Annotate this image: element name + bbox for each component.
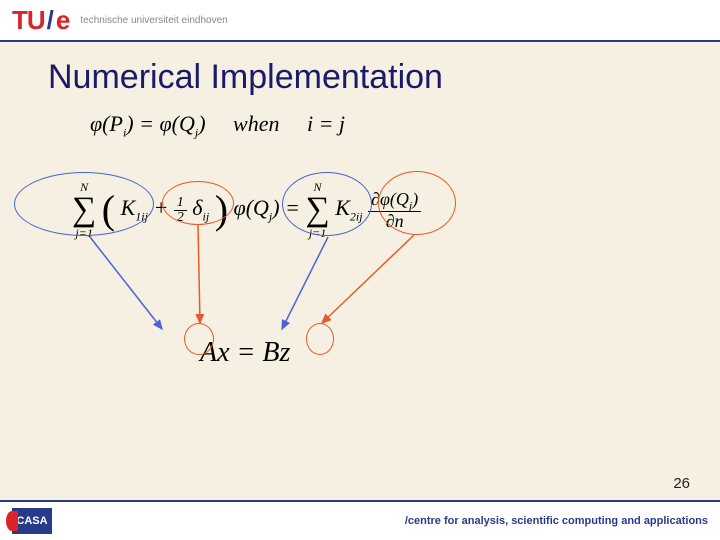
header-bar: TU / e technische universiteit eindhoven [0, 0, 720, 42]
page-number: 26 [673, 475, 690, 492]
annotation-oval [282, 172, 372, 236]
eq-phi-p: φ(P [90, 111, 123, 136]
tue-logo: TU / e [12, 5, 70, 36]
annotation-arrow [90, 237, 162, 329]
slide-content: φ(Pi) = φ(Qj) when i = j N ∑ j=1 ( K1ij … [0, 97, 720, 477]
annotation-oval [14, 172, 154, 236]
annotation-oval [306, 323, 334, 355]
footer-text: /centre for analysis, scientific computi… [405, 515, 708, 527]
annotation-arrow [322, 235, 414, 323]
annotation-oval [378, 171, 456, 235]
eq-close: ) [198, 111, 205, 136]
logo-tu: TU [12, 5, 45, 36]
footer-bar: CASA /centre for analysis, scientific co… [0, 500, 720, 540]
eq-phi-q: φ(Q [234, 195, 269, 220]
logo-e: e [56, 5, 70, 36]
annotation-oval [184, 323, 214, 355]
eq-eq-phi-q: ) = φ(Q [126, 111, 195, 136]
arrow-layer [0, 97, 720, 497]
casa-logo-text: CASA [16, 515, 47, 527]
equation-condition: φ(Pi) = φ(Qj) when i = j [90, 111, 345, 140]
casa-logo: CASA [12, 508, 52, 534]
annotation-arrow [282, 237, 328, 329]
logo-slash: / [47, 5, 54, 36]
logo-subtitle: technische universiteit eindhoven [80, 15, 227, 26]
slide-title: Numerical Implementation [0, 42, 720, 97]
annotation-arrow [198, 225, 200, 323]
annotation-oval [162, 181, 234, 225]
eq-i-eq-j: i = j [307, 111, 345, 136]
eq-when: when [233, 111, 279, 136]
